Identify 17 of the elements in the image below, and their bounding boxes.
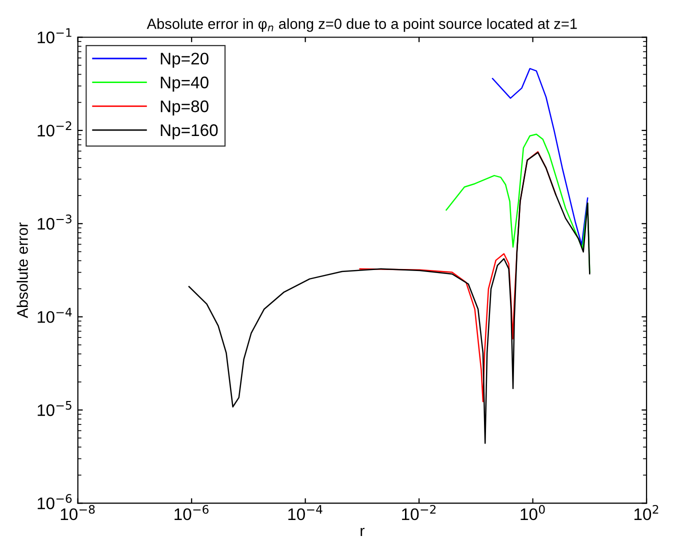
chart-title: Absolute error in φ$_{n}$ along z=0 due to a point source located at z=1 [146, 18, 577, 32]
x-tick-label: 10$^{−6}$ [174, 504, 209, 520]
legend-label: Np=40 [160, 76, 208, 92]
x-tick-label: 10$^{−2}$ [402, 504, 436, 520]
x-tick-label: 10$^{2}$ [634, 504, 658, 520]
legend-label: Np=160 [160, 124, 218, 140]
x-tick-label: 10$^{−4}$ [288, 505, 322, 520]
y-tick-label: 10$^{−4}$ [38, 308, 72, 323]
y-tick-label: 10$^{−5}$ [38, 401, 72, 416]
x-axis-title: r [360, 528, 364, 536]
x-tick-label: 10$^{0}$ [520, 504, 545, 520]
legend-label: Np=20 [160, 52, 208, 68]
y-tick-label: 10$^{−1}$ [38, 28, 72, 44]
y-axis-title: Absolute error [16, 222, 28, 318]
y-tick-label: 10$^{−2}$ [38, 121, 72, 137]
legend-label: Np=80 [160, 100, 208, 116]
y-tick-label: 10$^{−3}$ [38, 214, 72, 230]
